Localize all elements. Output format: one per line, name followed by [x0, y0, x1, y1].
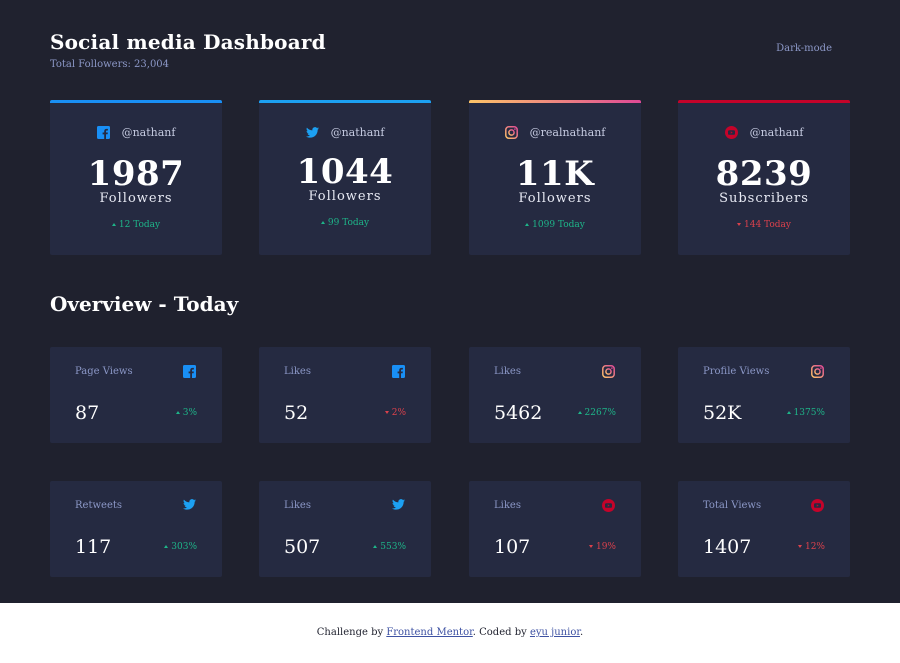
follower-unit: Subscribers	[719, 191, 809, 206]
dark-mode-toggle[interactable]: Dark-mode	[776, 43, 832, 54]
follower-count: 1987	[87, 154, 185, 194]
follower-card-youtube[interactable]: @nathanf 8239 Subscribers 144 Today	[678, 100, 850, 255]
page-header: Social media Dashboard Total Followers: …	[50, 30, 850, 80]
arrow-down-icon	[588, 545, 593, 548]
frontend-mentor-link[interactable]: Frontend Mentor	[386, 627, 473, 638]
arrow-up-icon	[786, 411, 791, 414]
today-change: 144 Today	[744, 220, 791, 230]
overview-percent: 1375%	[793, 408, 825, 418]
facebook-icon	[96, 126, 110, 139]
total-followers: Total Followers: 23,004	[50, 59, 170, 70]
arrow-up-icon	[164, 545, 169, 548]
instagram-icon	[602, 365, 616, 379]
overview-card-facebook-page-views[interactable]: Page Views 87 3%	[50, 347, 222, 443]
overview-card-youtube-likes[interactable]: Likes 107 19%	[469, 481, 641, 577]
follower-card-facebook[interactable]: @nathanf 1987 Followers 12 Today	[50, 100, 222, 255]
youtube-icon	[602, 499, 616, 513]
overview-percent: 3%	[182, 408, 197, 418]
follower-count: 1044	[296, 152, 394, 192]
overview-label: Likes	[494, 366, 521, 377]
overview-value: 87	[75, 402, 100, 424]
attribution-footer: Challenge by Frontend Mentor. Coded by e…	[0, 603, 900, 663]
youtube-icon	[724, 126, 738, 139]
follower-card-twitter[interactable]: @nathanf 1044 Followers 99 Today	[259, 100, 431, 255]
footer-middle: . Coded by	[472, 627, 527, 638]
overview-card-twitter-likes[interactable]: Likes 507 553%	[259, 481, 431, 577]
follower-cards: @nathanf 1987 Followers 12 Today @nathan…	[50, 100, 850, 255]
overview-label: Profile Views	[703, 366, 770, 377]
overview-percent: 12%	[804, 542, 825, 552]
overview-percent: 19%	[595, 542, 616, 552]
arrow-down-icon	[797, 545, 802, 548]
follower-card-instagram[interactable]: @realnathanf 11K Followers 1099 Today	[469, 100, 641, 255]
card-accent-bar	[469, 100, 641, 103]
arrow-up-icon	[175, 411, 180, 414]
overview-value: 1407	[703, 536, 752, 558]
overview-percent: 2267%	[584, 408, 616, 418]
overview-label: Retweets	[75, 500, 123, 511]
follower-count: 8239	[715, 154, 813, 194]
arrow-up-icon	[320, 221, 325, 224]
card-accent-bar	[678, 100, 850, 103]
today-change: 99 Today	[327, 218, 370, 228]
follower-unit: Followers	[308, 189, 382, 204]
footer-prefix: Challenge by	[316, 627, 384, 638]
overview-label: Likes	[494, 500, 521, 511]
arrow-down-icon	[384, 411, 389, 414]
today-change: 1099 Today	[532, 220, 585, 230]
card-handle: @nathanf	[121, 126, 176, 139]
overview-card-facebook-likes[interactable]: Likes 52 2%	[259, 347, 431, 443]
overview-value: 5462	[494, 402, 543, 424]
overview-label: Total Views	[703, 500, 762, 511]
arrow-up-icon	[525, 223, 530, 226]
twitter-icon	[183, 499, 197, 513]
card-handle: @realnathanf	[529, 126, 606, 139]
overview-percent: 303%	[171, 542, 197, 552]
overview-value: 52	[284, 402, 309, 424]
overview-value: 107	[494, 536, 531, 558]
card-accent-bar	[259, 100, 431, 103]
overview-value: 117	[75, 536, 112, 558]
footer-suffix: .	[580, 627, 584, 638]
author-link[interactable]: eyu junior	[529, 627, 581, 638]
overview-label: Page Views	[75, 366, 133, 377]
instagram-icon	[504, 126, 518, 139]
facebook-icon	[183, 365, 197, 379]
overview-value: 52K	[703, 402, 742, 424]
arrow-down-icon	[737, 223, 741, 226]
youtube-icon	[811, 499, 825, 513]
card-handle: @nathanf	[330, 126, 385, 139]
twitter-icon	[392, 499, 406, 513]
overview-card-instagram-profile-views[interactable]: Profile Views 52K 1375%	[678, 347, 850, 443]
overview-card-instagram-likes[interactable]: Likes 5462 2267%	[469, 347, 641, 443]
card-handle: @nathanf	[749, 126, 804, 139]
overview-card-twitter-retweets[interactable]: Retweets 117 303%	[50, 481, 222, 577]
follower-unit: Followers	[99, 191, 173, 206]
instagram-icon	[811, 365, 825, 379]
overview-title: Overview - Today	[50, 292, 239, 316]
overview-percent: 553%	[380, 542, 406, 552]
arrow-up-icon	[577, 411, 582, 414]
dashboard: Social media Dashboard Total Followers: …	[50, 30, 850, 577]
follower-count: 11K	[515, 154, 595, 194]
arrow-up-icon	[111, 223, 116, 226]
overview-label: Likes	[284, 500, 311, 511]
card-accent-bar	[50, 100, 222, 103]
facebook-icon	[392, 365, 406, 379]
twitter-icon	[305, 127, 319, 138]
page-title: Social media Dashboard	[50, 30, 326, 54]
overview-value: 507	[284, 536, 321, 558]
overview-label: Likes	[284, 366, 311, 377]
today-change: 12 Today	[118, 220, 161, 230]
follower-unit: Followers	[518, 191, 592, 206]
overview-percent: 2%	[391, 408, 406, 418]
overview-card-youtube-total-views[interactable]: Total Views 1407 12%	[678, 481, 850, 577]
arrow-up-icon	[373, 545, 378, 548]
